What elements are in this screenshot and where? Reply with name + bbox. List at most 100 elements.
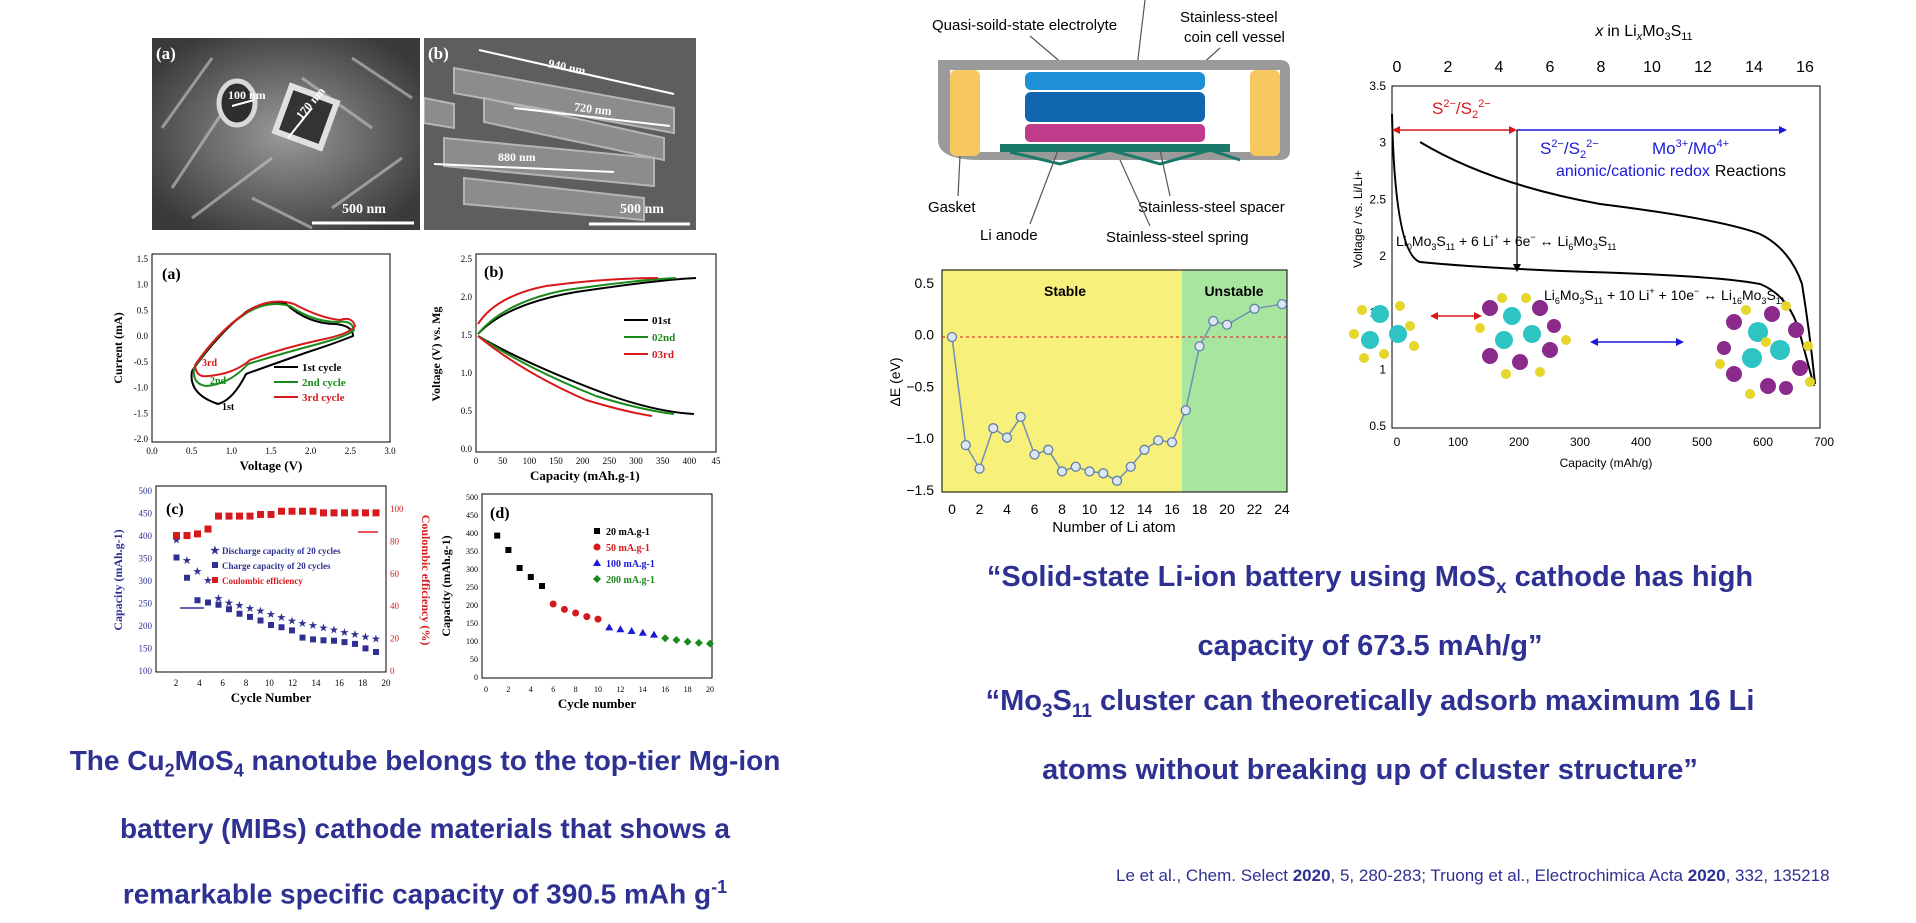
cyc-xtick-4: 10 bbox=[265, 678, 275, 688]
stab-point bbox=[946, 331, 958, 343]
cyc-ce-point bbox=[194, 530, 201, 538]
gcd-xtick-6: 300 bbox=[629, 456, 643, 466]
mo-top-tick-5: 10 bbox=[1643, 59, 1661, 76]
cyc-charge-point bbox=[310, 636, 316, 643]
gcd-legend-3: 03rd bbox=[652, 349, 674, 361]
mo-top-tick-3: 6 bbox=[1546, 59, 1555, 76]
cyc-legend-marker-3 bbox=[212, 577, 218, 583]
mo-xtick-0: 0 bbox=[1394, 435, 1401, 449]
gcd-ytick-5: 0.0 bbox=[461, 444, 473, 454]
mo-top-ticks: 0 2 4 6 8 10 12 14 16 bbox=[1393, 59, 1814, 76]
stab-xtick-1: 2 bbox=[976, 501, 984, 517]
rate-xtick-5: 10 bbox=[594, 685, 602, 694]
rate-point bbox=[627, 627, 636, 634]
rate-legend-4: 200 mA.g-1 bbox=[606, 575, 655, 586]
rate-point bbox=[605, 623, 614, 631]
coin-cell-diagram: Quasi-soild-state electrolyte Stainless-… bbox=[928, 0, 1290, 246]
stab-point bbox=[1125, 461, 1136, 472]
cyc-y2tick-2: 60 bbox=[390, 569, 400, 579]
mo-top-tick-7: 14 bbox=[1745, 59, 1763, 76]
stab-xtick-7: 14 bbox=[1137, 501, 1153, 517]
gcd-ytick-1: 2.0 bbox=[461, 292, 473, 302]
cyc-ce-point bbox=[372, 509, 380, 517]
gcd-xtick-0: 0 bbox=[474, 456, 479, 466]
cv-panel-label: (a) bbox=[162, 266, 181, 283]
mo-ytick-6: 0.5 bbox=[1369, 419, 1386, 433]
mo-top-tick-2: 4 bbox=[1495, 59, 1504, 76]
stab-point bbox=[1208, 315, 1219, 327]
cyc-ytick-4: 300 bbox=[139, 576, 153, 586]
stab-point bbox=[1043, 444, 1054, 455]
cv-chart: (a) 1.51.00.50.0-0.5-1.0-1.5-2.0 0.0 0.5 1… bbox=[111, 253, 396, 473]
mo-xtick-3: 300 bbox=[1570, 435, 1590, 449]
stab-xtick-10: 20 bbox=[1219, 501, 1235, 517]
cyc-ytick-6: 200 bbox=[139, 621, 153, 631]
cv-curve-2nd bbox=[192, 303, 356, 388]
cv-legend-2: 2nd cycle bbox=[302, 377, 346, 389]
stab-region-unstable bbox=[1182, 270, 1287, 492]
cyc-ce-point bbox=[215, 512, 222, 520]
stab-point bbox=[1180, 405, 1191, 416]
cv-xticks: 0.0 0.5 1.0 1.5 2.0 2.5 3.0 bbox=[146, 446, 396, 456]
rate-point bbox=[594, 615, 602, 623]
cyc-ce-point bbox=[288, 507, 296, 515]
mo-top-axis-sub1: x bbox=[1636, 31, 1643, 43]
gcd-ytick-4: 0.5 bbox=[461, 406, 473, 416]
cyc-discharge-point: ★ bbox=[224, 598, 234, 610]
mo-xtick-7: 700 bbox=[1814, 435, 1834, 449]
cell-leader-anode bbox=[1029, 144, 1061, 225]
stab-xlabel: Number of Li atom bbox=[1052, 519, 1175, 536]
stab-xtick-9: 18 bbox=[1192, 501, 1208, 517]
stab-xtick-3: 6 bbox=[1031, 501, 1039, 517]
cyc-discharge-point: ★ bbox=[256, 606, 266, 618]
cyc-ce-point bbox=[330, 509, 338, 517]
cyc-charge-point bbox=[247, 613, 253, 620]
cluster-li0 bbox=[1349, 301, 1419, 363]
mo-xtick-5: 500 bbox=[1692, 435, 1712, 449]
cell-layer-1 bbox=[1025, 72, 1205, 90]
cell-layer-anode bbox=[1025, 124, 1205, 142]
cyc-ce-point bbox=[246, 512, 254, 520]
mo-red-arrowhead-l bbox=[1392, 126, 1400, 134]
mo-charge-curve bbox=[1419, 141, 1816, 385]
mo-xtick-2: 200 bbox=[1509, 435, 1529, 449]
cv-ytick-0: 1.5 bbox=[137, 254, 149, 264]
reference-text: Le et al., Chem. Select 2020, 5, 280-283… bbox=[1116, 866, 1830, 886]
stab-ylabel: ΔE (eV) bbox=[890, 357, 903, 406]
gcd-xtick-9: 45 bbox=[712, 456, 722, 466]
rate-legend-1: 20 mA.g-1 bbox=[606, 527, 650, 538]
sem-b-measure-3: 880 nm bbox=[498, 150, 536, 164]
cv-xtick-2: 1.0 bbox=[226, 446, 238, 456]
stab-point bbox=[1070, 461, 1081, 472]
rate-xtick-7: 14 bbox=[639, 685, 647, 694]
sem-a-measure-1: 100 nm bbox=[228, 88, 266, 102]
cyc-ytick-1: 450 bbox=[139, 509, 153, 519]
stab-ytick-3: −1.0 bbox=[906, 430, 934, 446]
gcd-xlabel: Capacity (mAh.g-1) bbox=[530, 468, 640, 483]
cyc-series-discharge: ★★★★★ ★ ★ ★ ★ ★ ★ ★ ★ ★ ★ ★ ★ ★ ★ ★ bbox=[172, 535, 382, 646]
caption-left: The Cu2MoS4 nanotube belongs to the top-… bbox=[0, 732, 850, 923]
cell-gasket-left bbox=[950, 70, 980, 156]
cyc-discharge-point: ★ bbox=[182, 555, 192, 567]
cv-ann-2nd: 2nd bbox=[210, 376, 227, 387]
gcd-charge-2nd bbox=[477, 277, 677, 335]
cyc-ce-point bbox=[362, 509, 369, 517]
cell-leader-gasket bbox=[957, 155, 961, 197]
mo-redox-text: anionic/cationic redox bbox=[1556, 163, 1710, 180]
stab-point bbox=[1056, 466, 1068, 477]
cyc-discharge-point: ★ bbox=[319, 622, 329, 634]
rate-ytick-3: 350 bbox=[466, 547, 478, 556]
cyc-xtick-3: 8 bbox=[244, 678, 249, 688]
stab-ytick-2: −0.5 bbox=[906, 378, 934, 394]
cyc-ce-point bbox=[351, 509, 359, 517]
rate-point bbox=[539, 583, 545, 589]
stab-xtick-4: 8 bbox=[1058, 501, 1066, 517]
rate-legend-marker-3 bbox=[593, 559, 601, 566]
cyc-charge-point bbox=[205, 599, 211, 606]
rate-ytick-7: 150 bbox=[466, 619, 478, 628]
gcd-xtick-8: 400 bbox=[683, 456, 697, 466]
rate-point bbox=[706, 639, 714, 648]
sem-a-label: (a) bbox=[156, 44, 176, 63]
cyc-y2tick-1: 80 bbox=[390, 536, 400, 546]
